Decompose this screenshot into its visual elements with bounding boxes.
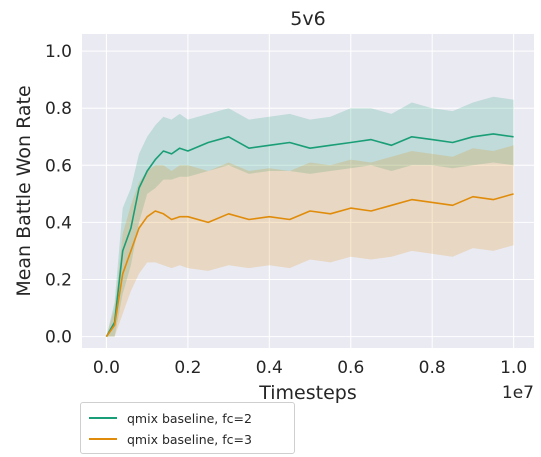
x-tick-label: 1.0 [500, 358, 527, 378]
confidence-bands [106, 96, 514, 337]
y-tick-label: 0.8 [45, 99, 72, 119]
x-tick-label: 0.2 [174, 358, 201, 378]
legend-item-fc2: qmix baseline, fc=2 [89, 408, 252, 428]
legend-item-fc3: qmix baseline, fc=3 [89, 429, 252, 449]
x-axis-label: Timesteps [258, 382, 357, 404]
y-tick-label: 0.4 [45, 213, 72, 233]
y-axis-label: Mean Battle Won Rate [13, 85, 35, 296]
x-tick-label: 0.6 [337, 358, 364, 378]
legend-label-fc3: qmix baseline, fc=3 [127, 431, 252, 447]
x-tick-labels: 0.0 0.2 0.4 0.6 0.8 1.0 [93, 358, 527, 378]
y-tick-label: 0.2 [45, 270, 72, 290]
chart-title: 5v6 [290, 8, 325, 30]
series-band-1 [106, 145, 514, 337]
series-band-0 [106, 96, 514, 337]
legend-label-fc2: qmix baseline, fc=2 [127, 410, 252, 426]
y-tick-label: 1.0 [45, 42, 72, 62]
x-tick-label: 0.0 [93, 358, 120, 378]
series-line-1 [105, 193, 514, 338]
y-tick-label: 0.6 [45, 156, 72, 176]
legend: qmix baseline, fc=2 qmix baseline, fc=3 [80, 402, 295, 454]
y-tick-labels: 0.0 0.2 0.4 0.6 0.8 1.0 [45, 42, 72, 347]
series-line-0 [105, 133, 514, 337]
x-scale-label: 1e7 [502, 383, 534, 403]
x-tick-label: 0.4 [256, 358, 283, 378]
grid-lines [82, 34, 534, 348]
x-tick-label: 0.8 [419, 358, 446, 378]
series-lines [105, 133, 514, 338]
legend-swatch-fc3 [89, 438, 117, 440]
plot-background [82, 34, 534, 348]
y-tick-label: 0.0 [45, 328, 72, 348]
legend-swatch-fc2 [89, 417, 117, 419]
